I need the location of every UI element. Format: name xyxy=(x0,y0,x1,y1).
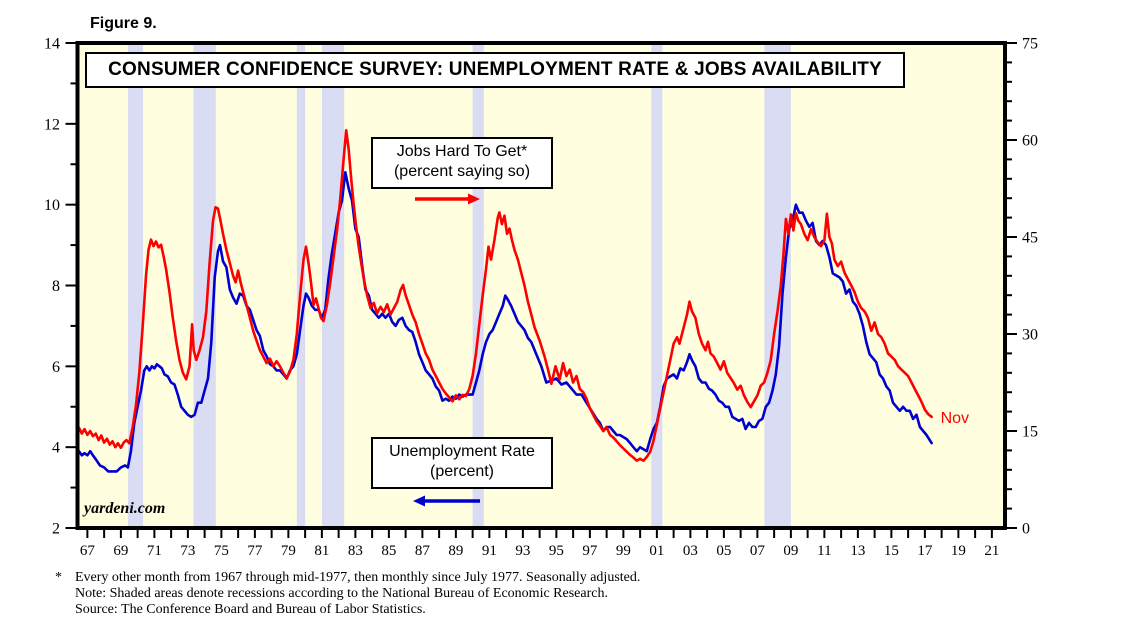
x-axis-tick-label: 07 xyxy=(750,543,766,559)
x-axis-tick-label: 21 xyxy=(984,543,999,559)
x-axis-tick-label: 83 xyxy=(348,543,363,559)
x-axis-tick-label: 11 xyxy=(817,543,831,559)
figure-label: Figure 9. xyxy=(90,15,157,32)
footnotes: * Every other month from 1967 through mi… xyxy=(55,570,640,618)
footnote-line2: Note: Shaded areas denote recessions acc… xyxy=(75,586,608,601)
x-axis-tick-label: 81 xyxy=(314,543,329,559)
recession-band xyxy=(651,43,663,528)
plot-border xyxy=(75,41,1007,530)
recession-band xyxy=(764,43,791,528)
x-axis-tick-label: 01 xyxy=(649,543,664,559)
unemployment-legend-box: Unemployment Rate (percent) xyxy=(371,437,553,489)
left-axis-tick-label: 10 xyxy=(44,197,60,214)
x-axis-tick-label: 79 xyxy=(281,543,296,559)
x-axis-tick-label: 13 xyxy=(850,543,865,559)
unemployment-legend-line2: (percent) xyxy=(429,463,495,480)
left-axis-tick-label: 8 xyxy=(52,278,60,295)
left-axis-tick-label: 4 xyxy=(52,440,60,457)
x-axis-tick-label: 93 xyxy=(515,543,530,559)
right-axis-tick-label: 15 xyxy=(1022,424,1038,441)
x-axis-tick-label: 03 xyxy=(683,543,698,559)
x-axis-tick-label: 91 xyxy=(482,543,497,559)
left-axis-tick-label: 12 xyxy=(44,116,60,133)
jobs-legend-line2: (percent saying so) xyxy=(393,163,531,180)
jobs-hard-to-get-line xyxy=(77,129,933,462)
x-axis-tick-label: 67 xyxy=(80,543,96,559)
jobs-arrow-head-icon xyxy=(468,193,480,205)
recession-band xyxy=(472,43,484,528)
x-axis-tick-label: 09 xyxy=(783,543,798,559)
recession-band xyxy=(127,43,144,528)
chart-title: CONSUMER CONFIDENCE SURVEY: UNEMPLOYMENT… xyxy=(108,59,882,80)
right-axis-tick-label: 75 xyxy=(1022,36,1038,53)
x-axis-tick-label: 77 xyxy=(247,543,263,559)
x-axis-tick-label: 99 xyxy=(616,543,631,559)
x-axis-tick-label: 19 xyxy=(951,543,966,559)
right-axis-tick-label: 30 xyxy=(1022,327,1038,344)
x-axis-tick-label: 73 xyxy=(180,543,195,559)
x-axis-tick-label: 97 xyxy=(582,543,598,559)
right-axis-tick-label: 0 xyxy=(1022,521,1030,538)
x-axis-tick-label: 75 xyxy=(214,543,229,559)
footnote-line1: Every other month from 1967 through mid-… xyxy=(75,570,641,585)
footnote-asterisk: * xyxy=(55,570,62,585)
x-axis-tick-label: 05 xyxy=(716,543,731,559)
unemployment-arrow-head-icon xyxy=(413,495,425,507)
right-axis-tick-label: 45 xyxy=(1022,230,1038,247)
x-axis-tick-label: 17 xyxy=(917,543,933,559)
left-axis-tick-label: 2 xyxy=(52,521,60,538)
chart-title-box: CONSUMER CONFIDENCE SURVEY: UNEMPLOYMENT… xyxy=(85,52,905,88)
jobs-legend-line1: Jobs Hard To Get* xyxy=(396,143,528,160)
jobs-hard-to-get-legend-box: Jobs Hard To Get* (percent saying so) xyxy=(371,137,553,189)
x-axis-tick-label: 87 xyxy=(415,543,431,559)
left-axis-tick-label: 6 xyxy=(52,359,60,376)
x-axis-tick-label: 89 xyxy=(448,543,463,559)
right-axis-tick-label: 60 xyxy=(1022,133,1038,150)
x-axis-tick-label: 71 xyxy=(147,543,162,559)
recession-band xyxy=(321,43,345,528)
left-axis-tick-label: 14 xyxy=(44,36,60,53)
watermark: yardeni.com xyxy=(84,500,166,517)
unemployment-legend-line1: Unemployment Rate xyxy=(389,443,535,460)
nov-label: Nov xyxy=(941,410,969,427)
x-axis-tick-label: 85 xyxy=(381,543,396,559)
x-axis-tick-label: 15 xyxy=(884,543,899,559)
x-axis-tick-label: 69 xyxy=(113,543,128,559)
recession-band xyxy=(193,43,216,528)
x-axis-tick-label: 95 xyxy=(549,543,564,559)
footnote-line3: Source: The Conference Board and Bureau … xyxy=(75,602,426,617)
